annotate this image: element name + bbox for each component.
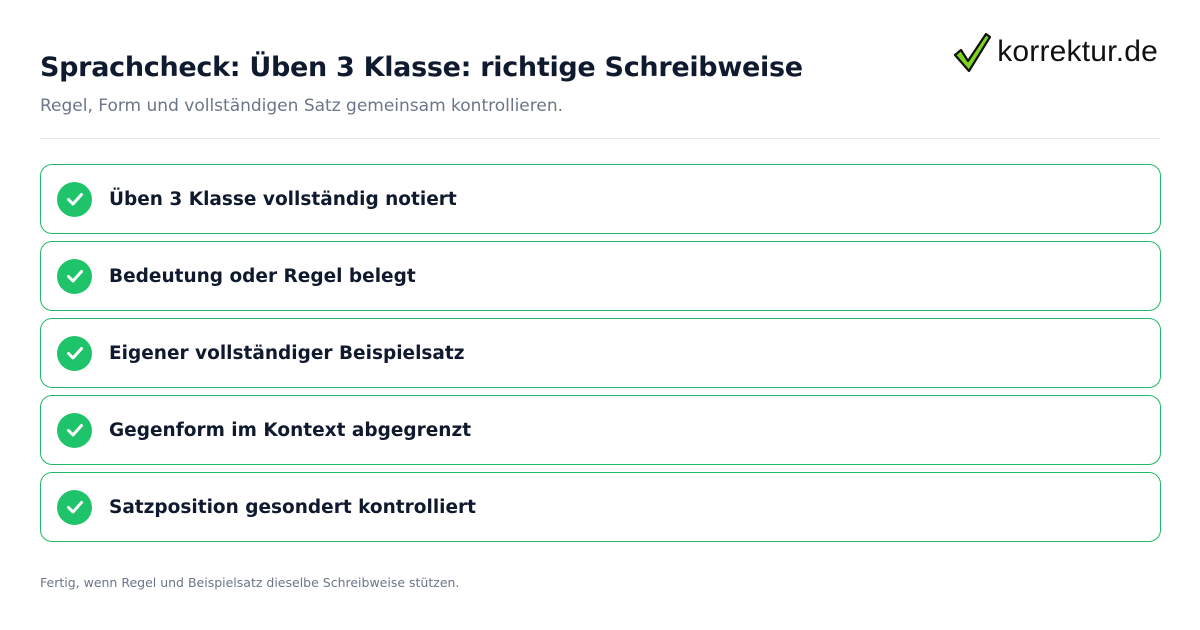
checklist: Üben 3 Klasse vollständig notiert Bedeut… <box>40 164 1161 549</box>
check-circle-icon <box>57 335 92 371</box>
checklist-item-label: Satzposition gesondert kontrolliert <box>109 496 477 518</box>
checklist-item-label: Üben 3 Klasse vollständig notiert <box>109 188 457 210</box>
check-circle-icon <box>57 181 92 217</box>
check-circle-icon <box>57 412 92 448</box>
checklist-item-label: Bedeutung oder Regel belegt <box>109 265 416 287</box>
brand-name: korrektur.de <box>997 35 1158 68</box>
header-divider <box>40 138 1160 139</box>
checkmark-icon <box>954 32 992 73</box>
checklist-item-label: Eigener vollständiger Beispielsatz <box>109 342 465 364</box>
check-circle-icon <box>57 489 92 525</box>
check-circle-icon <box>57 258 92 294</box>
checklist-item: Eigener vollständiger Beispielsatz <box>40 318 1161 388</box>
checklist-item: Bedeutung oder Regel belegt <box>40 241 1161 311</box>
checklist-item: Gegenform im Kontext abgegrenzt <box>40 395 1161 465</box>
footer-note: Fertig, wenn Regel und Beispielsatz dies… <box>40 575 460 590</box>
page-subtitle: Regel, Form und vollständigen Satz gemei… <box>40 96 564 116</box>
checklist-item-label: Gegenform im Kontext abgegrenzt <box>109 419 472 441</box>
page-title: Sprachcheck: Üben 3 Klasse: richtige Sch… <box>40 52 803 83</box>
checklist-item: Satzposition gesondert kontrolliert <box>40 472 1161 542</box>
checklist-item: Üben 3 Klasse vollständig notiert <box>40 164 1161 234</box>
brand-logo[interactable]: korrektur.de <box>953 30 1158 74</box>
